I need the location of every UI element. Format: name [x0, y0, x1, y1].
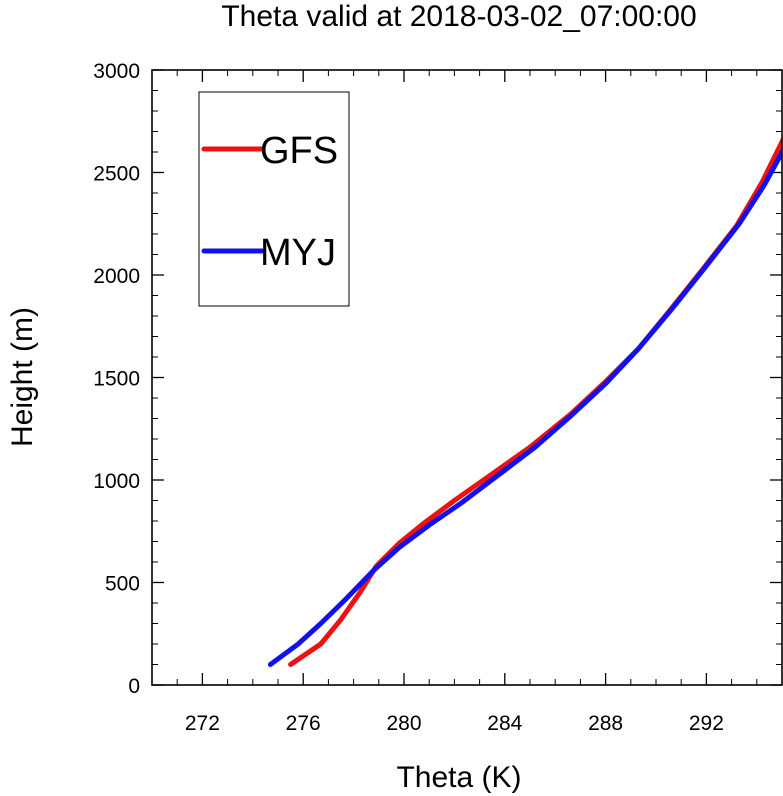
legend-label-gfs: GFS — [260, 130, 338, 172]
x-tick-label: 280 — [386, 712, 421, 735]
chart-title: Theta valid at 2018-03-02_07:00:00 — [221, 0, 696, 33]
legend-label-myj: MYJ — [260, 232, 336, 274]
y-tick-label: 2000 — [93, 265, 140, 288]
x-tick-label: 292 — [689, 712, 724, 735]
y-tick-label: 500 — [105, 573, 140, 596]
y-tick-label: 0 — [128, 675, 140, 698]
x-tick-label: 272 — [185, 712, 220, 735]
plot-frame — [151, 69, 783, 686]
x-axis-label: Theta (K) — [396, 761, 521, 794]
x-tick-label: 288 — [588, 712, 623, 735]
x-tick-label: 284 — [487, 712, 522, 735]
series-layer — [267, 136, 782, 667]
y-axis-label: Height (m) — [6, 307, 39, 447]
y-tick-label: 2500 — [93, 163, 140, 186]
y-tick-label: 3000 — [93, 60, 140, 83]
legend: GFS MYJ — [198, 91, 350, 307]
series-line-myj — [267, 147, 782, 667]
y-tick-label: 1000 — [93, 470, 140, 493]
y-axis-ticks: 0 500 1000 1500 2000 2500 3000 — [93, 60, 782, 698]
x-axis-ticks: 272 276 280 284 288 292 — [176, 70, 758, 735]
x-tick-label: 276 — [286, 712, 321, 735]
y-tick-label: 1500 — [93, 368, 140, 391]
legend-box — [198, 91, 350, 307]
